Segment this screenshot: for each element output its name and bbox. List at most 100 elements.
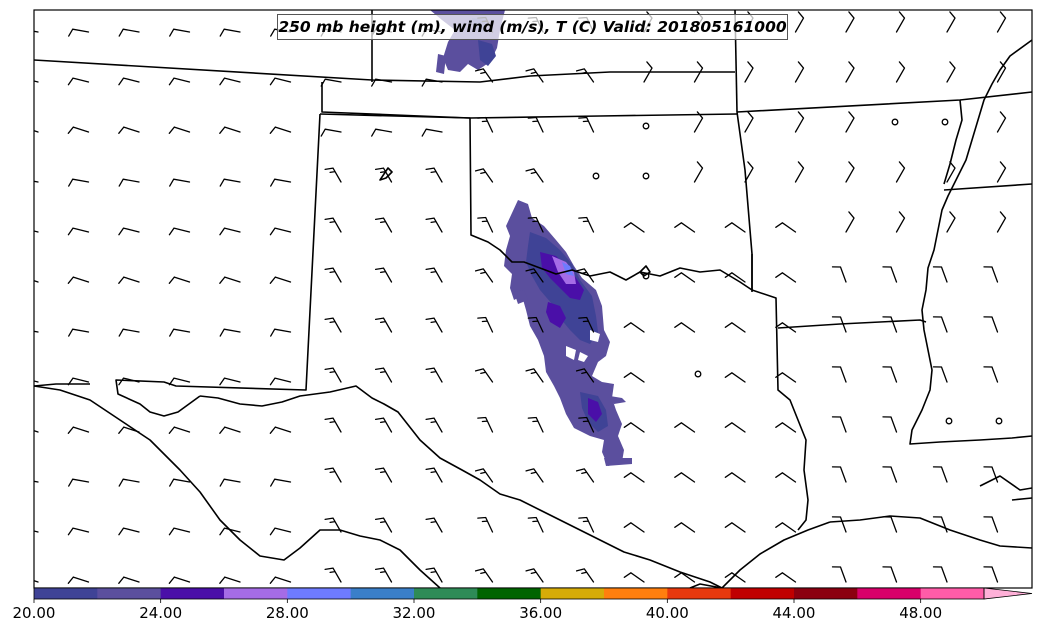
wind-barb-icon bbox=[270, 478, 292, 487]
wind-barb-icon bbox=[575, 68, 595, 83]
map-area bbox=[34, 10, 1032, 588]
wind-barb-icon bbox=[67, 377, 90, 386]
wind-barb-icon bbox=[983, 266, 999, 283]
wind-barb-icon bbox=[983, 316, 999, 333]
wind-barb-icon bbox=[168, 126, 191, 134]
wind-barb-icon bbox=[983, 466, 999, 483]
wind-barb-icon bbox=[895, 11, 906, 33]
colorbar-tick-label: 36.00 bbox=[519, 604, 562, 622]
colorbar-segment bbox=[224, 588, 288, 599]
wind-barb-icon bbox=[575, 268, 595, 283]
wind-barb-icon bbox=[425, 567, 443, 583]
wind-barb-icon bbox=[34, 430, 39, 433]
wind-barb-icon bbox=[623, 372, 645, 383]
wind-barb-icon bbox=[374, 517, 393, 533]
wind-barb-icon bbox=[34, 80, 39, 83]
wind-barb-icon bbox=[845, 111, 855, 133]
wind-barb-icon bbox=[674, 522, 696, 533]
wind-barb-icon bbox=[674, 572, 696, 583]
wind-barb-icon bbox=[794, 161, 805, 183]
wind-barb-icon bbox=[219, 77, 241, 86]
wind-barb-icon bbox=[324, 517, 342, 533]
wind-barb-icon bbox=[425, 267, 443, 283]
wind-barb-icon bbox=[118, 227, 140, 236]
wind-barb-icon bbox=[932, 466, 948, 483]
wind-barb-icon bbox=[831, 416, 847, 433]
wind-barb-icon bbox=[744, 161, 754, 183]
wind-barb-icon bbox=[474, 368, 494, 383]
wind-barb-icon bbox=[118, 527, 140, 536]
wind-barb-icon bbox=[724, 322, 746, 333]
colorbar-tick-label: 44.00 bbox=[773, 604, 816, 622]
wind-barb-icon bbox=[525, 168, 544, 183]
colorbar-segment bbox=[414, 588, 478, 599]
wind-barb-icon bbox=[744, 111, 754, 133]
wind-barb-icon bbox=[946, 211, 956, 233]
wind-barb-icon bbox=[219, 227, 241, 236]
wind-barb-icon bbox=[575, 368, 595, 383]
wind-barb-icon bbox=[674, 272, 696, 283]
calm-circle-icon bbox=[642, 172, 650, 180]
wind-barb-icon bbox=[168, 426, 191, 434]
colorbar bbox=[33, 587, 1033, 600]
wind-barb-icon bbox=[775, 522, 797, 533]
wind-barb-icon bbox=[623, 472, 645, 483]
wind-barb-icon bbox=[525, 68, 544, 83]
wind-barb-icon bbox=[425, 417, 443, 433]
wind-barb-icon bbox=[269, 77, 292, 86]
wind-barb-icon bbox=[477, 416, 494, 433]
colorbar-segment bbox=[667, 588, 732, 599]
wind-barb-icon bbox=[169, 328, 191, 337]
calm-circle-icon bbox=[592, 172, 600, 180]
wind-barb-icon bbox=[527, 316, 544, 333]
wind-barb-icon bbox=[845, 11, 855, 33]
wind-barb-icon bbox=[693, 111, 704, 133]
wind-barb-icon bbox=[724, 572, 746, 583]
wind-barb-icon bbox=[996, 11, 1007, 33]
calm-circle-icon bbox=[642, 272, 650, 280]
wind-barb-icon bbox=[575, 568, 595, 583]
colorbar-tick-label: 20.00 bbox=[13, 604, 56, 622]
wind-barb-icon bbox=[983, 566, 999, 583]
wind-barb-icon bbox=[882, 266, 898, 283]
wind-barb-icon bbox=[324, 317, 342, 333]
wind-barb-icon bbox=[996, 61, 1007, 83]
wind-barb-icon bbox=[623, 422, 645, 433]
colorbar-segment bbox=[477, 588, 542, 599]
calm-circle-icon bbox=[995, 417, 1003, 425]
wind-barb-icon bbox=[324, 567, 342, 583]
wind-barb-icon bbox=[67, 276, 90, 284]
wind-barb-icon bbox=[477, 216, 494, 233]
political-boundaries bbox=[34, 10, 1032, 588]
wind-barb-icon bbox=[527, 216, 544, 233]
wind-barb-icon bbox=[882, 366, 898, 383]
calm-circle-icon bbox=[694, 370, 702, 378]
wind-barb-icon bbox=[474, 468, 494, 483]
wind-barb-icon bbox=[169, 478, 191, 487]
wind-barb-icon bbox=[324, 467, 342, 483]
colorbar-segment bbox=[920, 588, 985, 599]
wind-barb-icon bbox=[996, 111, 1007, 133]
calm-circle-icon bbox=[945, 417, 953, 425]
wind-barb-icon bbox=[775, 322, 797, 333]
wind-barbs bbox=[34, 11, 1007, 584]
wind-barb-icon bbox=[623, 572, 645, 583]
wind-barb-icon bbox=[118, 77, 140, 86]
wind-barb-icon bbox=[425, 317, 443, 333]
wind-barb-icon bbox=[219, 126, 241, 134]
wind-barb-icon bbox=[219, 28, 241, 37]
wind-barb-icon bbox=[674, 322, 696, 333]
wind-barb-icon bbox=[882, 516, 898, 533]
map-title: 250 mb height (m), wind (m/s), T (C) Val… bbox=[277, 14, 788, 40]
wind-barb-icon bbox=[578, 216, 595, 233]
colorbar-tick-label: 24.00 bbox=[139, 604, 182, 622]
wind-barb-icon bbox=[374, 267, 393, 283]
wind-barb-icon bbox=[831, 466, 847, 483]
wind-barb-icon bbox=[168, 276, 191, 284]
wind-barb-icon bbox=[118, 126, 140, 134]
wind-barb-icon bbox=[34, 580, 39, 583]
wind-barb-icon bbox=[168, 377, 191, 386]
calm-circle-icon bbox=[891, 118, 899, 126]
wind-barb-icon bbox=[425, 217, 443, 233]
colorbar-tick-label: 28.00 bbox=[266, 604, 309, 622]
